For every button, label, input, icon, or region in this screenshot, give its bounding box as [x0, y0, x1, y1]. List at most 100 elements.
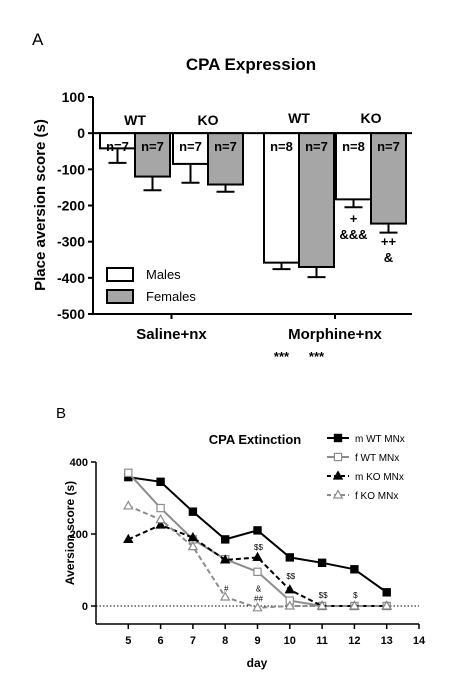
significance-marker: $$	[286, 572, 295, 581]
data-point	[124, 468, 133, 478]
x-tick-label: 6	[158, 635, 164, 647]
cpa-expression-chart: CPA Expression Place aversion score (s) …	[32, 55, 412, 364]
y-tick-label: 0	[77, 125, 85, 141]
data-point	[123, 533, 134, 544]
data-point	[188, 507, 198, 516]
x-tick-label: 8	[222, 635, 228, 647]
significance-marker: &&&	[339, 227, 367, 242]
x-tick-label: 7	[190, 635, 196, 647]
y-tick-label: 400	[70, 457, 88, 469]
significance-marker: #	[224, 585, 229, 594]
chart-b-ylabel: Aversion score (s)	[63, 481, 77, 585]
legend-marker	[332, 489, 344, 499]
y-tick-label: -300	[57, 234, 85, 250]
y-tick-label: -200	[57, 198, 85, 214]
bar	[134, 132, 171, 178]
chart-a-title: CPA Expression	[186, 55, 316, 74]
n-label: n=8	[270, 139, 293, 154]
data-point	[316, 600, 328, 610]
n-label: n=7	[179, 139, 202, 154]
n-label: n=7	[377, 139, 400, 154]
significance-marker: &	[384, 250, 393, 265]
data-point	[252, 551, 263, 562]
y-tick-label: -400	[57, 270, 85, 286]
data-point	[156, 477, 165, 487]
genotype-label: KO	[198, 112, 219, 128]
chart-b-title: CPA Extinction	[209, 432, 302, 447]
data-point	[155, 519, 166, 529]
data-point	[317, 558, 327, 568]
legend-label: f WT MNx	[355, 453, 399, 464]
data-point	[349, 600, 360, 610]
legend-label: m KO MNx	[355, 472, 404, 483]
y-tick-label: 100	[62, 89, 86, 105]
data-point	[187, 531, 199, 542]
x-tick-label: 11	[316, 635, 328, 647]
n-label: n=7	[141, 139, 164, 154]
bar	[298, 132, 335, 268]
data-point	[156, 503, 165, 513]
significance-marker: &	[256, 585, 262, 594]
y-tick-label: 200	[70, 529, 88, 541]
x-tick-label: Saline+nx	[136, 326, 207, 343]
n-label: n=7	[305, 139, 328, 154]
n-label: n=8	[342, 139, 365, 154]
genotype-label: KO	[361, 110, 382, 126]
data-point	[284, 584, 296, 594]
legend-marker	[333, 433, 343, 443]
y-tick-label: -500	[57, 306, 85, 322]
x-tick-label: 10	[284, 635, 296, 647]
x-tick-label: 14	[413, 635, 426, 647]
panel-b-label: B	[56, 405, 66, 422]
n-label: n=7	[106, 139, 129, 154]
legend-label: m WT MNx	[355, 434, 405, 445]
significance-marker: ***	[274, 349, 290, 364]
legend-label: Females	[146, 289, 196, 304]
genotype-label: WT	[124, 112, 146, 128]
data-point	[285, 553, 295, 562]
data-point	[219, 591, 231, 601]
x-tick-label: 5	[125, 635, 131, 647]
x-tick-label: 12	[348, 635, 360, 647]
bar	[370, 132, 407, 225]
y-tick-label: -100	[57, 161, 85, 177]
legend-marker	[333, 452, 343, 462]
data-point	[382, 588, 391, 597]
legend-swatch	[106, 267, 134, 282]
significance-marker: ***	[309, 349, 325, 364]
cpa-extinction-chart: CPA Extinction Aversion score (s) day 0 2…	[63, 432, 426, 670]
significance-marker: $	[353, 591, 358, 600]
x-tick-label: Morphine+nx	[288, 326, 382, 343]
data-point	[350, 565, 359, 574]
data-point	[381, 600, 392, 610]
genotype-label: WT	[288, 110, 310, 126]
data-point	[155, 513, 166, 524]
bar	[335, 132, 372, 201]
x-tick-label: 13	[381, 635, 393, 647]
panel-a-label: A	[32, 30, 44, 49]
chart-a-ylabel: Place aversion score (s)	[32, 119, 49, 291]
data-point	[123, 500, 134, 510]
legend-label: f KO MNx	[355, 491, 398, 502]
data-point	[219, 554, 231, 564]
significance-marker: ++	[381, 234, 397, 249]
data-point	[221, 535, 230, 544]
y-tick-label: 0	[82, 601, 88, 613]
chart-b-xlabel: day	[247, 656, 268, 670]
legend-marker	[332, 470, 344, 480]
data-point	[252, 602, 263, 612]
x-tick-label: 9	[254, 635, 260, 647]
data-point	[253, 567, 262, 577]
data-point	[284, 600, 296, 610]
data-point	[187, 540, 199, 551]
n-label: n=7	[214, 139, 237, 154]
significance-marker: ##	[254, 595, 263, 604]
legend-label: Males	[146, 267, 181, 282]
significance-marker: +	[350, 211, 358, 226]
legend-swatch	[106, 289, 134, 304]
data-point	[253, 526, 262, 535]
significance-marker: $$	[319, 591, 328, 600]
bar	[263, 132, 300, 264]
significance-marker: $$	[254, 543, 263, 552]
